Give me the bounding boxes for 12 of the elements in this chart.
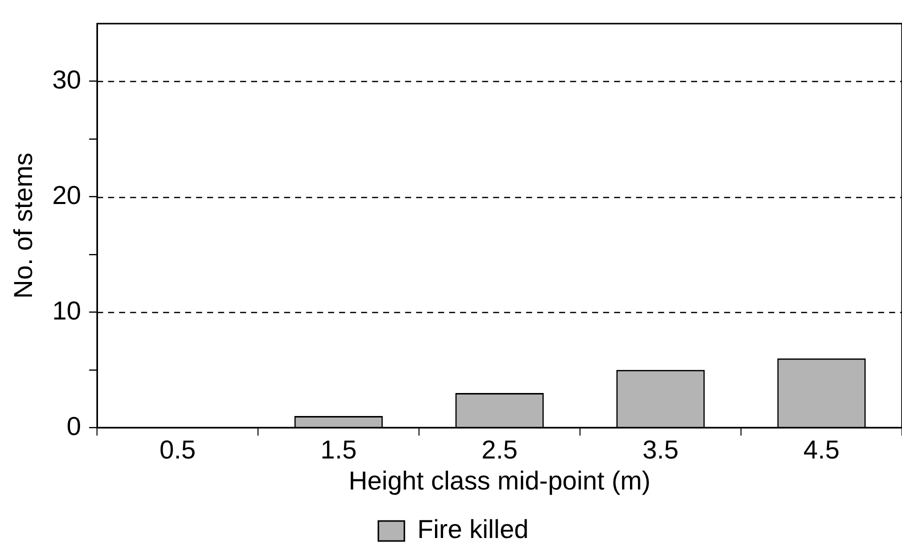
x-tick-label: 3.5 (642, 434, 679, 464)
y-tick-label: 0 (66, 410, 82, 441)
x-tick-label: 4.5 (803, 434, 840, 464)
y-tick-label: 30 (52, 64, 82, 94)
y-tick-label: 10 (52, 295, 82, 326)
x-tick-label: 0.5 (160, 434, 196, 464)
x-tick-label: 1.5 (320, 434, 357, 464)
y-axis-title: No. of stems (8, 152, 38, 299)
legend-label: Fire killed (417, 514, 529, 544)
y-tick-label: 20 (52, 180, 82, 210)
x-axis-title: Height class mid-point (m) (348, 466, 651, 496)
x-tick-label: 2.5 (481, 434, 518, 464)
